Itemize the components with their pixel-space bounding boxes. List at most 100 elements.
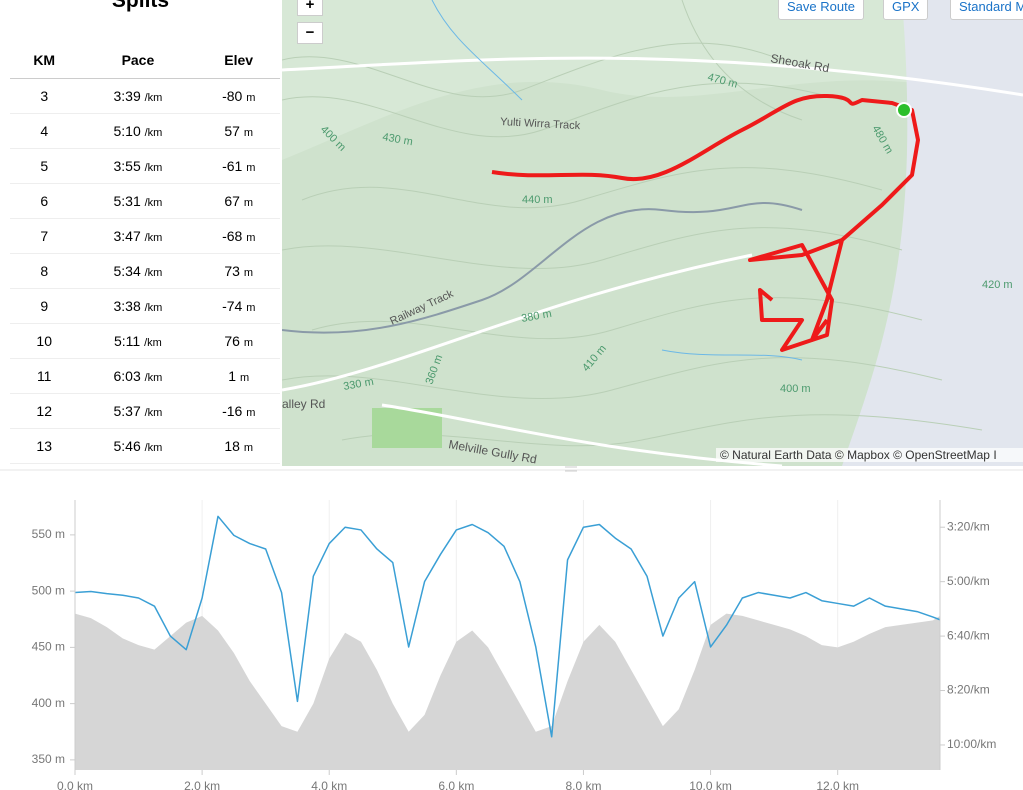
elev-unit: m	[246, 92, 256, 104]
x-tick-label: 8.0 km	[565, 779, 601, 790]
x-tick-label: 2.0 km	[184, 779, 220, 790]
pace-cell: 3:38 /km	[78, 288, 198, 324]
map-label: 330 m	[342, 376, 374, 393]
km-cell: 10	[10, 323, 79, 359]
pace: 3:39	[113, 88, 141, 104]
roads	[282, 56, 1023, 466]
splits-title: Splits	[111, 0, 170, 12]
header-cell: KM	[10, 42, 79, 79]
splits-table: KM Pace Elev 3 3:39 /km -80 m 4 5:10 /km 57 m…	[10, 42, 280, 466]
elev: -80	[222, 88, 243, 104]
map-style-button[interactable]: Standard M	[950, 0, 1023, 20]
pace-unit: /km	[144, 372, 163, 384]
pace: 3:55	[113, 158, 141, 174]
pace-cell: 5:31 /km	[78, 183, 198, 219]
pace: 5:11	[114, 333, 141, 349]
split-row: 6 5:31 /km 67 m	[10, 183, 280, 219]
x-tick-label: 12.0 km	[816, 779, 859, 790]
elev-cell: 19 m	[197, 463, 280, 466]
elev-unit: m	[243, 267, 254, 279]
header-cell: Pace	[78, 42, 198, 79]
elevation-pace-chart: 0.0 km 2.0 km 4.0 km 6.0 km 8.0 km 10.0 km 12.…	[0, 466, 1023, 790]
elev-cell: -16 m	[197, 393, 280, 429]
split-row: 7 3:47 /km -68 m	[10, 218, 280, 254]
pace: 3:38	[113, 298, 141, 314]
splits-panel: Splits KM Pace Elev 3 3:39 /km -80 m 4 5:10 …	[0, 0, 281, 466]
zoom-out[interactable]: −	[297, 22, 323, 44]
gpx-button[interactable]: GPX	[883, 0, 929, 20]
pace-unit: /km	[144, 407, 163, 419]
y2-tick-label: 5:00/km	[947, 574, 990, 588]
elev-cell: 73 m	[197, 253, 280, 289]
elev-unit: m	[239, 372, 250, 384]
y-tick-label: 450 m	[32, 640, 65, 654]
elev: 18	[224, 438, 240, 454]
y2-tick-label: 3:20/km	[947, 519, 990, 533]
pace: 3:47	[113, 228, 141, 244]
elev-cell: 67 m	[197, 183, 280, 219]
map-label: 400 m	[780, 383, 811, 395]
elev-unit: m	[246, 162, 256, 174]
y2-tick-label: 8:20/km	[947, 683, 990, 697]
terrain-gray	[842, 0, 1023, 466]
terrain	[282, 80, 1023, 466]
pace-cell: 3:47 /km	[78, 218, 198, 254]
map-label: 380 m	[520, 308, 552, 325]
elev: 57	[224, 123, 240, 139]
pace-unit: /km	[144, 267, 163, 279]
start-marker	[896, 102, 912, 118]
elev-cell: -68 m	[197, 218, 280, 254]
pace-unit: /km	[144, 232, 163, 244]
pace-unit: /km	[144, 162, 163, 174]
pace: 6:03	[113, 368, 141, 384]
save-route-button[interactable]: Save Route	[778, 0, 864, 20]
map-attribution: © Natural Earth Data © Mapbox © OpenStre…	[716, 448, 1023, 462]
elev-cell: 1 m	[197, 358, 280, 394]
km-cell: 13	[10, 428, 79, 464]
y-tick-label: 350 m	[32, 752, 65, 766]
pace-line	[74, 515, 941, 738]
x-tick-label: 4.0 km	[311, 779, 347, 790]
km-cell: 8	[10, 253, 79, 289]
pace-cell: 5:37 /km	[78, 393, 198, 429]
map-label: 420 m	[982, 279, 1013, 291]
map-label: 430 m	[381, 131, 413, 148]
pace-cell: 6:03 /km	[78, 358, 198, 394]
km-cell: 5	[10, 148, 79, 184]
elev: 73	[224, 263, 240, 279]
elev-unit: m	[246, 302, 256, 314]
elev: 67	[224, 193, 240, 209]
km-cell: 3	[10, 78, 79, 114]
elev: 76	[224, 333, 240, 349]
elev-cell: -74 m	[197, 288, 280, 324]
elev: -68	[222, 228, 243, 244]
pace-cell: 5:34 /km	[78, 253, 198, 289]
pace-unit: /km	[144, 337, 162, 349]
elev-cell: -80 m	[197, 78, 280, 114]
map-label: alley Rd	[282, 397, 325, 411]
elev: 1	[228, 368, 237, 384]
pace-unit: /km	[144, 127, 163, 139]
elev-unit: m	[243, 442, 254, 454]
elev: -61	[222, 158, 243, 174]
split-row: 10 5:11 /km 76 m	[10, 323, 280, 359]
zoom-in[interactable]: +	[297, 0, 323, 16]
map[interactable]: Sheoak Rd 470 m Yulti Wirra Track 430 m …	[282, 0, 1023, 466]
pace-cell: 5:10 /km	[78, 113, 198, 149]
pace-cell: 3:39 /km	[78, 78, 198, 114]
split-row: 9 3:38 /km -74 m	[10, 288, 280, 324]
elevation-area	[75, 613, 940, 770]
pace-unit: /km	[144, 92, 163, 104]
y2-tick-label: 6:40/km	[947, 628, 990, 642]
route	[491, 93, 920, 352]
km-cell: 11	[10, 358, 79, 394]
pace-cell: 3:55 /km	[78, 148, 198, 184]
split-row: 0.616:05 /km19 m	[10, 463, 280, 466]
elev-cell: -61 m	[197, 148, 280, 184]
elev-cell: 57 m	[197, 113, 280, 149]
split-row: 4 5:10 /km 57 m	[10, 113, 280, 149]
elev-unit: m	[243, 197, 254, 209]
elev: -74	[222, 298, 243, 314]
elev-unit: m	[246, 407, 256, 419]
km-cell: 7	[10, 218, 79, 254]
